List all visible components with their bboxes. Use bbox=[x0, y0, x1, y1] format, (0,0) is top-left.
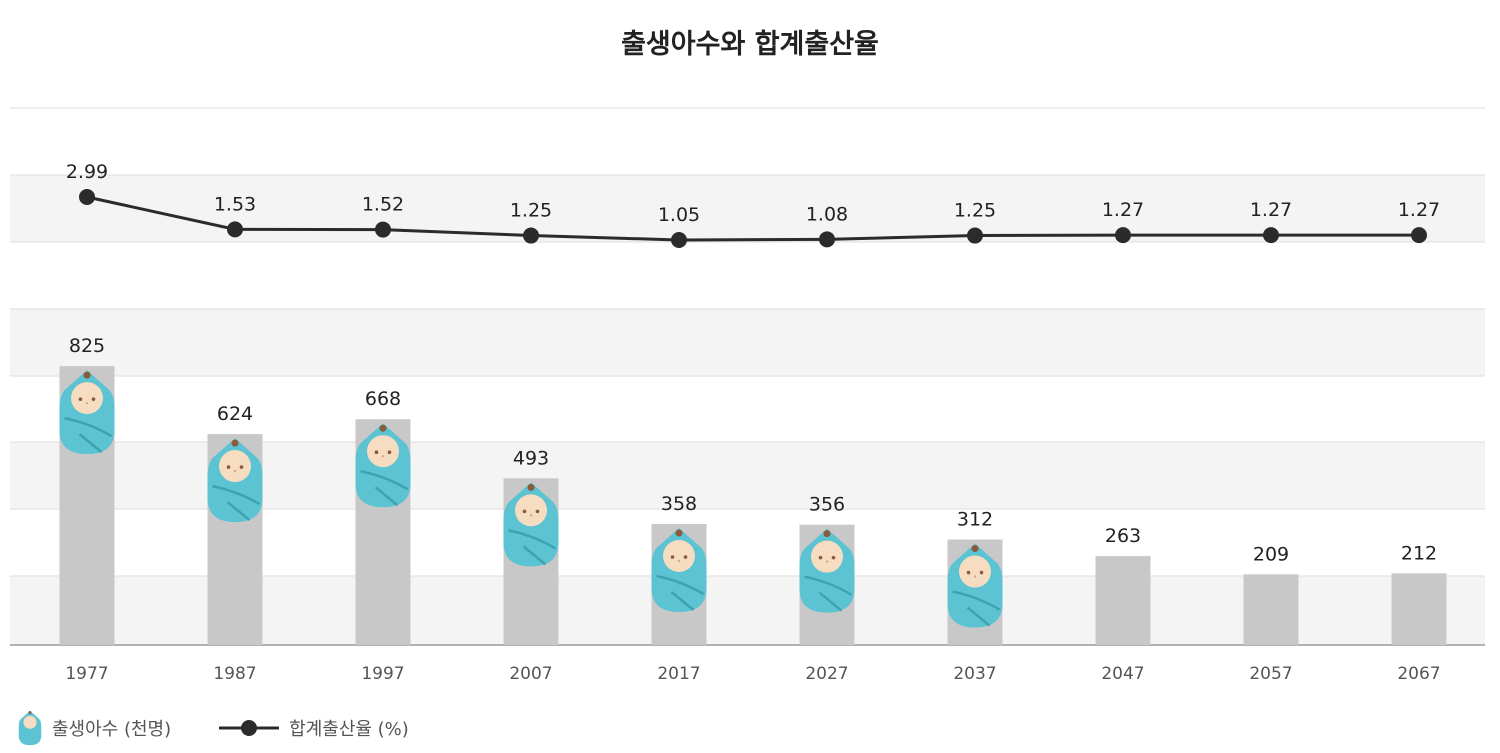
line-point bbox=[375, 221, 391, 238]
bar-value-label: 825 bbox=[69, 335, 105, 357]
line-value-label: 1.08 bbox=[806, 203, 848, 225]
line-marker-icon bbox=[219, 720, 280, 736]
line-value-label: 1.27 bbox=[1102, 199, 1144, 221]
swaddled-baby-icon bbox=[799, 528, 855, 613]
swaddled-baby-icon bbox=[503, 482, 559, 567]
grid-band bbox=[10, 309, 1485, 376]
bar bbox=[1243, 574, 1299, 645]
legend-item-fertility[interactable]: 합계출산율 (%) bbox=[219, 715, 409, 741]
bar-value-label: 668 bbox=[365, 388, 401, 410]
line-point bbox=[819, 231, 835, 248]
legend-item-births[interactable]: 출생아수 (천명) bbox=[18, 710, 171, 746]
line-point bbox=[227, 221, 243, 238]
legend-label-births: 출생아수 (천명) bbox=[52, 719, 172, 740]
swaddled-baby-icon bbox=[207, 438, 263, 523]
line-point bbox=[967, 227, 983, 244]
line-point bbox=[671, 231, 687, 248]
x-tick-label: 2037 bbox=[953, 664, 996, 684]
bar-value-label: 312 bbox=[957, 509, 993, 531]
bar-value-label: 624 bbox=[217, 403, 253, 425]
line-value-label: 1.52 bbox=[362, 194, 404, 216]
chart-title: 출생아수와 합계출산율 bbox=[621, 29, 879, 60]
x-tick-label: 1997 bbox=[361, 664, 404, 684]
legend: 출생아수 (천명) 합계출산율 (%) bbox=[18, 710, 457, 746]
x-tick-label: 2027 bbox=[805, 664, 848, 684]
line-point bbox=[1411, 227, 1427, 244]
swaddled-baby-icon bbox=[651, 527, 707, 612]
line-value-label: 2.99 bbox=[66, 161, 108, 183]
x-tick-label: 2057 bbox=[1249, 664, 1292, 684]
line-value-label: 1.05 bbox=[658, 204, 700, 226]
x-tick-label: 2017 bbox=[657, 664, 700, 684]
swaddled-baby-icon bbox=[18, 710, 42, 746]
bar-value-label: 356 bbox=[809, 494, 845, 516]
bar-value-label: 263 bbox=[1105, 525, 1141, 547]
bar bbox=[1391, 573, 1447, 645]
x-tick-label: 2007 bbox=[509, 664, 552, 684]
line-value-label: 1.27 bbox=[1250, 199, 1292, 221]
x-tick-label: 1987 bbox=[213, 664, 256, 684]
legend-label-fertility: 합계출산율 (%) bbox=[289, 719, 409, 740]
line-point bbox=[1263, 227, 1279, 244]
swaddled-baby-icon bbox=[947, 543, 1003, 628]
chart: 825 1977 624 1987 668 1997 493 2007 358 2017 356 20… bbox=[10, 107, 1485, 684]
bar-value-label: 358 bbox=[661, 493, 697, 515]
bar-value-label: 493 bbox=[513, 447, 549, 469]
line-point bbox=[79, 189, 95, 205]
x-tick-label: 2047 bbox=[1101, 664, 1144, 684]
line-value-label: 1.25 bbox=[510, 200, 552, 222]
line-value-label: 1.27 bbox=[1398, 199, 1440, 221]
x-tick-label: 1977 bbox=[65, 664, 108, 684]
bar-value-label: 212 bbox=[1401, 542, 1437, 564]
swaddled-baby-icon bbox=[59, 370, 115, 455]
bar-value-label: 209 bbox=[1253, 543, 1289, 565]
line-point bbox=[523, 227, 539, 244]
fertility-line bbox=[86, 195, 1419, 242]
line-value-label: 1.25 bbox=[954, 200, 996, 222]
swaddled-baby-icon bbox=[355, 423, 411, 508]
x-tick-label: 2067 bbox=[1397, 664, 1440, 684]
line-point bbox=[1115, 227, 1131, 244]
bar bbox=[1095, 556, 1151, 645]
line-value-label: 1.53 bbox=[214, 193, 256, 215]
